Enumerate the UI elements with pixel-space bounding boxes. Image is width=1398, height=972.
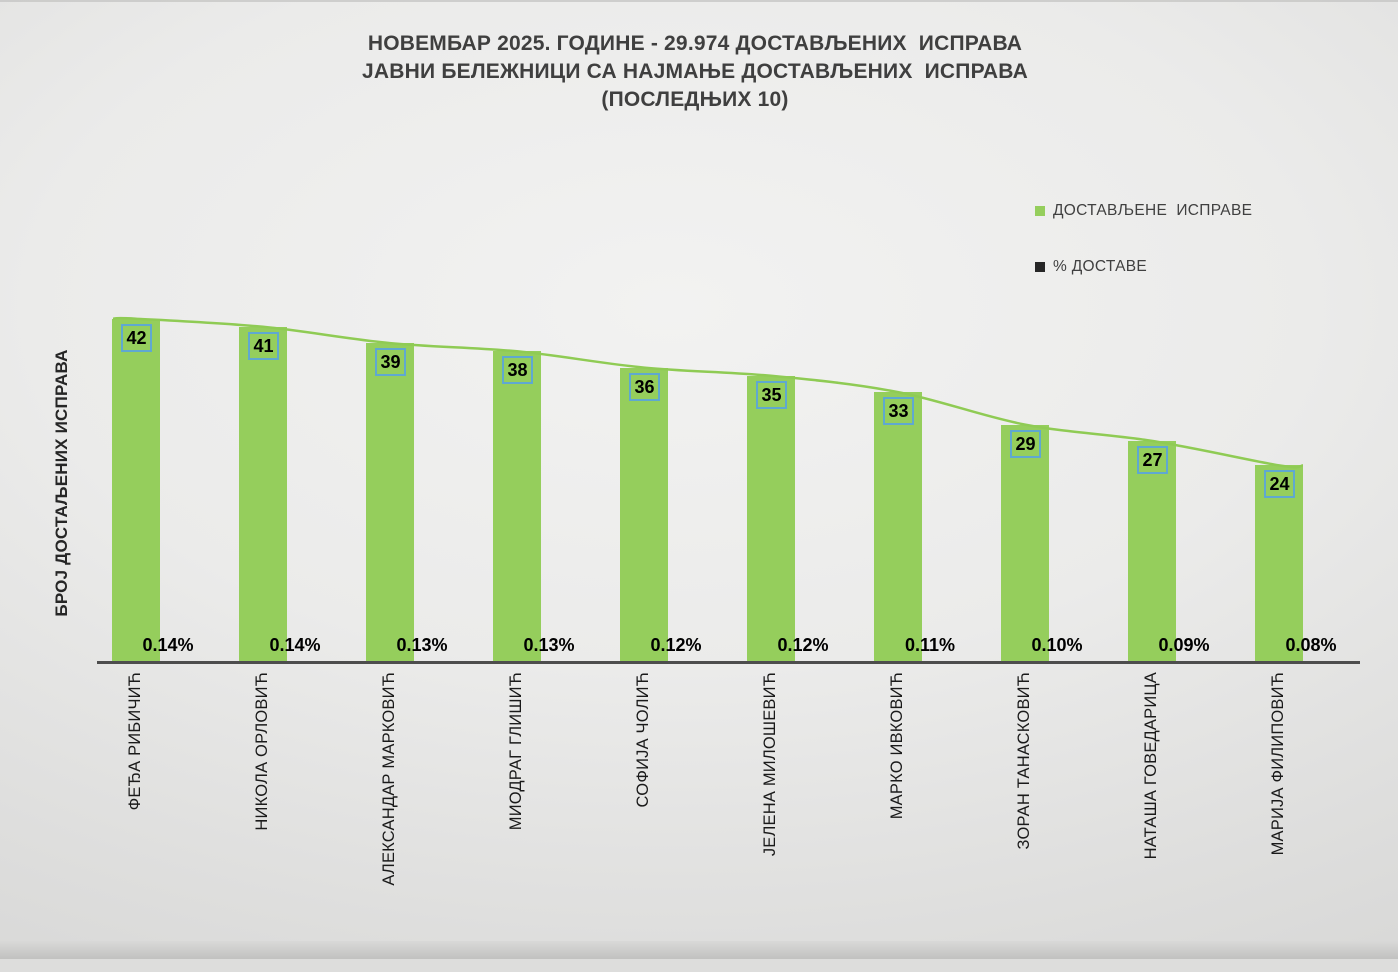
legend: ДОСТАВЉЕНЕ ИСПРАВЕ % ДОСТАВЕ <box>1035 202 1252 314</box>
category-label: МАРКО ИВКОВИЋ <box>888 672 906 820</box>
legend-item-delivered-documents: ДОСТАВЉЕНЕ ИСПРАВЕ <box>1035 202 1252 220</box>
percent-label: 0.11% <box>904 635 956 655</box>
chart-title-line2: ЈАВНИ БЕЛЕЖНИЦИ СА НАЈМАЊЕ ДОСТАВЉЕНИХ И… <box>362 60 1028 83</box>
category-label: ЗОРАН ТАНАСКОВИЋ <box>1015 672 1033 850</box>
bar <box>366 343 414 661</box>
bar-value-label: 24 <box>1264 470 1295 499</box>
bar <box>874 392 922 661</box>
bar <box>747 375 795 662</box>
x-axis-line <box>97 661 1360 664</box>
bar-value-label: 39 <box>375 348 406 377</box>
legend-label-percent: % ДОСТАВЕ <box>1053 258 1147 275</box>
category-label: НАТАША ГОВЕДАРИЦА <box>1142 672 1160 860</box>
bar-value-label: 38 <box>502 356 533 385</box>
category-label: МИОДРАГ ГЛИШИЋ <box>507 672 525 831</box>
category-label: ФЕЂА РИБИЧИЋ <box>126 672 144 811</box>
category-label: АЛЕКСАНДАР МАРКОВИЋ <box>380 672 398 886</box>
legend-marker-percent-icon <box>1035 262 1045 272</box>
bar-value-label: 41 <box>248 331 279 360</box>
bar-value-label: 36 <box>629 372 660 401</box>
bar <box>112 318 160 661</box>
chart-title: НОВЕМБАР 2025. ГОДИНЕ - 29.974 ДОСТАВЉЕН… <box>0 30 1390 114</box>
bar <box>1128 440 1176 661</box>
percent-label: 0.13% <box>396 635 448 655</box>
bar-value-label: 42 <box>121 323 152 352</box>
chart-title-line3: (ПОСЛЕДЊИХ 10) <box>601 88 789 111</box>
percent-label: 0.14% <box>142 635 194 655</box>
percent-label: 0.08% <box>1285 635 1337 655</box>
bar <box>1001 424 1049 661</box>
bar <box>620 367 668 661</box>
bottom-edge-shading <box>0 941 1398 959</box>
category-label: НИКОЛА ОРЛОВИЋ <box>253 672 271 831</box>
category-label: ЈЕЛЕНА МИЛОШЕВИЋ <box>761 672 779 857</box>
legend-item-percent-delivery: % ДОСТАВЕ <box>1035 258 1252 276</box>
legend-marker-delivered-icon <box>1035 206 1045 216</box>
percent-label: 0.13% <box>523 635 575 655</box>
bar-value-label: 35 <box>756 380 787 409</box>
bar-value-label: 33 <box>883 397 914 426</box>
bar <box>493 351 541 661</box>
percent-label: 0.14% <box>269 635 321 655</box>
category-label: МАРИЈА ФИЛИПОВИЋ <box>1269 672 1287 856</box>
top-edge-shading <box>0 0 1398 2</box>
bar-value-label: 27 <box>1137 445 1168 474</box>
percent-label: 0.09% <box>1158 635 1210 655</box>
percent-label: 0.12% <box>777 635 829 655</box>
bar-value-label: 29 <box>1010 429 1041 458</box>
legend-label-delivered: ДОСТАВЉЕНЕ ИСПРАВЕ <box>1053 202 1253 219</box>
percent-label: 0.12% <box>650 635 702 655</box>
category-label: СОФИЈА ЧОЛИЋ <box>634 672 652 808</box>
percent-label: 0.10% <box>1031 635 1083 655</box>
chart-title-line1: НОВЕМБАР 2025. ГОДИНЕ - 29.974 ДОСТАВЉЕН… <box>367 32 1023 55</box>
bar <box>239 326 287 661</box>
